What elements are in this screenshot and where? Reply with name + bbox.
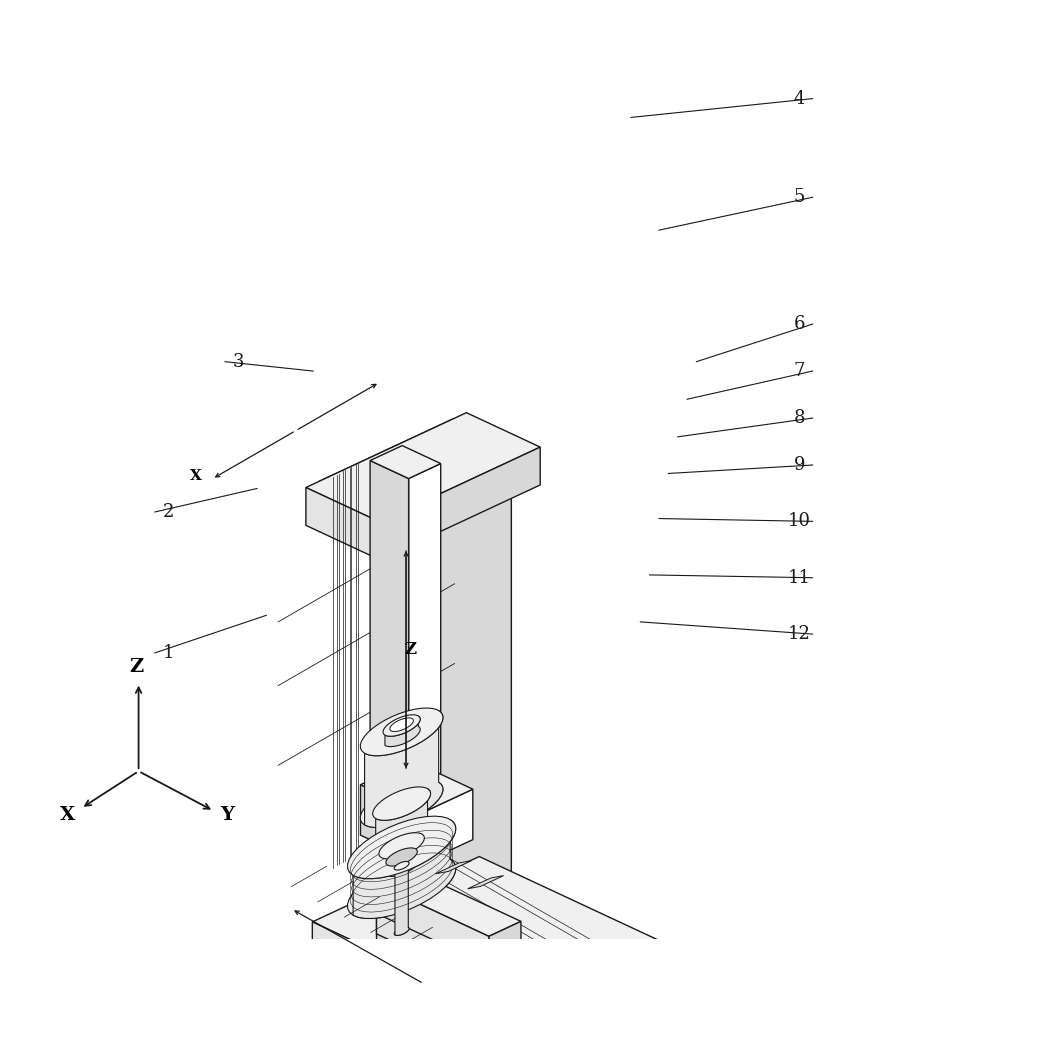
Polygon shape [374, 883, 489, 966]
Text: 9: 9 [793, 456, 805, 474]
Polygon shape [376, 788, 431, 864]
Text: 4: 4 [794, 89, 805, 107]
Text: 11: 11 [788, 569, 811, 587]
Polygon shape [435, 860, 472, 874]
Polygon shape [347, 856, 456, 919]
Text: 8: 8 [793, 410, 805, 427]
Polygon shape [370, 446, 440, 479]
Text: 10: 10 [788, 512, 811, 530]
Polygon shape [360, 780, 444, 828]
Polygon shape [373, 787, 431, 820]
Polygon shape [383, 715, 420, 736]
Polygon shape [381, 834, 425, 871]
Polygon shape [360, 785, 421, 864]
Polygon shape [353, 819, 455, 919]
Polygon shape [364, 711, 442, 828]
Polygon shape [377, 856, 711, 1012]
Text: 2: 2 [163, 503, 174, 521]
Polygon shape [394, 927, 409, 936]
Polygon shape [370, 460, 409, 916]
Text: X: X [190, 469, 202, 483]
Polygon shape [385, 848, 417, 866]
Polygon shape [306, 413, 541, 522]
Polygon shape [380, 447, 541, 560]
Polygon shape [374, 868, 521, 937]
Polygon shape [383, 725, 420, 747]
Polygon shape [306, 487, 380, 560]
Text: Z: Z [404, 641, 416, 658]
Polygon shape [347, 816, 456, 879]
Polygon shape [607, 964, 711, 1042]
Polygon shape [360, 761, 473, 813]
Polygon shape [395, 862, 409, 936]
Polygon shape [409, 464, 440, 916]
Text: 3: 3 [232, 352, 244, 370]
Text: 12: 12 [788, 625, 811, 643]
Polygon shape [388, 849, 417, 876]
Polygon shape [390, 718, 413, 731]
Polygon shape [377, 904, 607, 1042]
Polygon shape [373, 831, 431, 864]
Text: 7: 7 [794, 362, 805, 380]
Polygon shape [665, 1021, 807, 1061]
Text: Y: Y [220, 806, 234, 824]
Polygon shape [379, 845, 425, 871]
Polygon shape [377, 446, 511, 945]
Text: Z: Z [130, 658, 144, 676]
Polygon shape [313, 922, 665, 1061]
Polygon shape [421, 789, 473, 864]
Polygon shape [379, 833, 425, 859]
Text: 6: 6 [793, 315, 805, 333]
Polygon shape [313, 856, 807, 1061]
Text: 5: 5 [794, 188, 805, 206]
Polygon shape [394, 862, 409, 870]
Polygon shape [385, 858, 417, 876]
Text: 1: 1 [163, 644, 174, 662]
Polygon shape [489, 921, 521, 966]
Text: X: X [59, 806, 75, 824]
Polygon shape [319, 419, 511, 508]
Polygon shape [453, 419, 511, 883]
Polygon shape [385, 716, 420, 747]
Polygon shape [360, 708, 444, 755]
Polygon shape [468, 875, 504, 889]
